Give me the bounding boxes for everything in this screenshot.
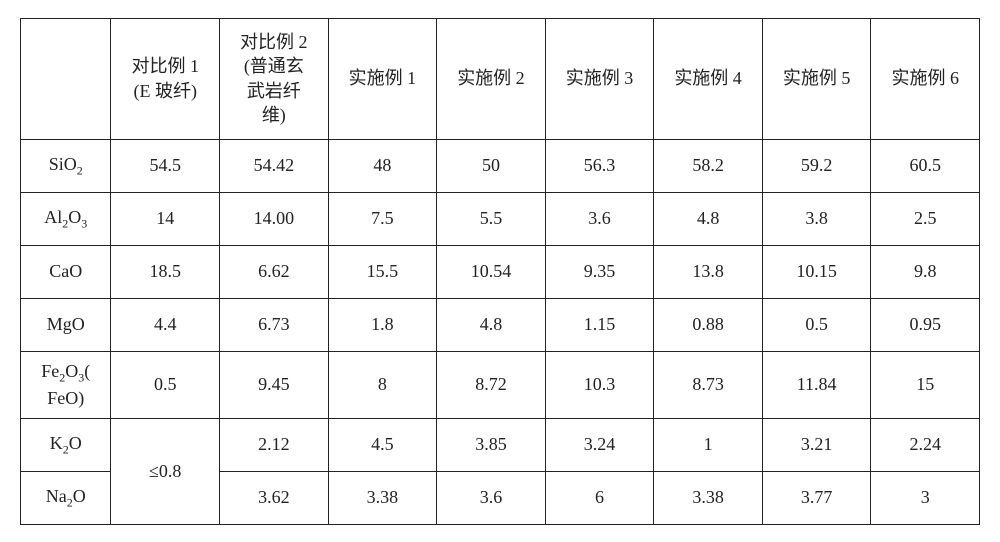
row-label: K2O: [21, 418, 111, 471]
table-row: K2O≤0.82.124.53.853.2413.212.24: [21, 418, 980, 471]
table-row: SiO254.554.42485056.358.259.260.5: [21, 139, 980, 192]
col-header-comp2: 对比例 2 (普通玄 武岩纤 维): [220, 18, 329, 139]
cell-comp2: 3.62: [220, 471, 329, 524]
cell-ex4: 8.73: [654, 351, 763, 418]
cell-ex6: 0.95: [871, 298, 980, 351]
cell-ex4: 1: [654, 418, 763, 471]
cell-ex2: 10.54: [437, 245, 546, 298]
table-body: SiO254.554.42485056.358.259.260.5Al2O314…: [21, 139, 980, 524]
table-row: Al2O31414.007.55.53.64.83.82.5: [21, 192, 980, 245]
cell-ex6: 2.24: [871, 418, 980, 471]
cell-ex2: 3.6: [437, 471, 546, 524]
cell-ex1: 7.5: [328, 192, 437, 245]
table-head: 对比例 1 (E 玻纤) 对比例 2 (普通玄 武岩纤 维) 实施例 1 实施例…: [21, 18, 980, 139]
cell-ex1: 3.38: [328, 471, 437, 524]
cell-ex5: 10.15: [762, 245, 871, 298]
cell-ex1: 15.5: [328, 245, 437, 298]
cell-ex1: 8: [328, 351, 437, 418]
cell-ex6: 60.5: [871, 139, 980, 192]
cell-comp2: 9.45: [220, 351, 329, 418]
col-header-ex4: 实施例 4: [654, 18, 763, 139]
col-header-comp2-text: 对比例 2 (普通玄 武岩纤 维): [220, 30, 328, 127]
row-label: MgO: [21, 298, 111, 351]
cell-ex5: 3.77: [762, 471, 871, 524]
row-label: CaO: [21, 245, 111, 298]
cell-comp2: 54.42: [220, 139, 329, 192]
table-row: CaO18.56.6215.510.549.3513.810.159.8: [21, 245, 980, 298]
cell-ex3: 1.15: [545, 298, 654, 351]
cell-ex6: 2.5: [871, 192, 980, 245]
table-row: Fe2O3(FeO)0.59.4588.7210.38.7311.8415: [21, 351, 980, 418]
row-label: SiO2: [21, 139, 111, 192]
cell-ex2: 4.8: [437, 298, 546, 351]
cell-ex2: 3.85: [437, 418, 546, 471]
cell-ex1: 48: [328, 139, 437, 192]
cell-comp1: 14: [111, 192, 220, 245]
cell-ex3: 56.3: [545, 139, 654, 192]
cell-ex5: 3.8: [762, 192, 871, 245]
cell-comp1: 0.5: [111, 351, 220, 418]
cell-ex2: 5.5: [437, 192, 546, 245]
cell-ex6: 15: [871, 351, 980, 418]
cell-ex3: 3.6: [545, 192, 654, 245]
row-label: Na2O: [21, 471, 111, 524]
cell-ex4: 13.8: [654, 245, 763, 298]
cell-ex5: 11.84: [762, 351, 871, 418]
cell-ex6: 9.8: [871, 245, 980, 298]
cell-ex5: 0.5: [762, 298, 871, 351]
composition-table-container: 对比例 1 (E 玻纤) 对比例 2 (普通玄 武岩纤 维) 实施例 1 实施例…: [20, 18, 980, 525]
cell-ex3: 6: [545, 471, 654, 524]
cell-ex3: 3.24: [545, 418, 654, 471]
cell-comp2: 6.62: [220, 245, 329, 298]
cell-ex4: 4.8: [654, 192, 763, 245]
col-header-ex2: 实施例 2: [437, 18, 546, 139]
cell-ex1: 4.5: [328, 418, 437, 471]
cell-ex4: 0.88: [654, 298, 763, 351]
cell-ex4: 58.2: [654, 139, 763, 192]
cell-comp1: 18.5: [111, 245, 220, 298]
col-header-ex6: 实施例 6: [871, 18, 980, 139]
cell-comp1-merged: ≤0.8: [111, 418, 220, 524]
col-header-label: [21, 18, 111, 139]
row-label: Fe2O3(FeO): [21, 351, 111, 418]
col-header-ex5: 实施例 5: [762, 18, 871, 139]
cell-comp2: 6.73: [220, 298, 329, 351]
col-header-comp1: 对比例 1 (E 玻纤): [111, 18, 220, 139]
cell-ex1: 1.8: [328, 298, 437, 351]
cell-ex3: 10.3: [545, 351, 654, 418]
col-header-ex1: 实施例 1: [328, 18, 437, 139]
composition-table: 对比例 1 (E 玻纤) 对比例 2 (普通玄 武岩纤 维) 实施例 1 实施例…: [20, 18, 980, 525]
cell-ex5: 59.2: [762, 139, 871, 192]
cell-comp1: 4.4: [111, 298, 220, 351]
cell-comp2: 14.00: [220, 192, 329, 245]
cell-ex5: 3.21: [762, 418, 871, 471]
col-header-comp1-text: 对比例 1 (E 玻纤): [111, 54, 219, 103]
cell-ex2: 50: [437, 139, 546, 192]
row-label: Al2O3: [21, 192, 111, 245]
cell-comp2: 2.12: [220, 418, 329, 471]
table-row: MgO4.46.731.84.81.150.880.50.95: [21, 298, 980, 351]
table-header-row: 对比例 1 (E 玻纤) 对比例 2 (普通玄 武岩纤 维) 实施例 1 实施例…: [21, 18, 980, 139]
col-header-ex3: 实施例 3: [545, 18, 654, 139]
cell-ex3: 9.35: [545, 245, 654, 298]
cell-ex4: 3.38: [654, 471, 763, 524]
cell-ex2: 8.72: [437, 351, 546, 418]
cell-ex6: 3: [871, 471, 980, 524]
cell-comp1: 54.5: [111, 139, 220, 192]
